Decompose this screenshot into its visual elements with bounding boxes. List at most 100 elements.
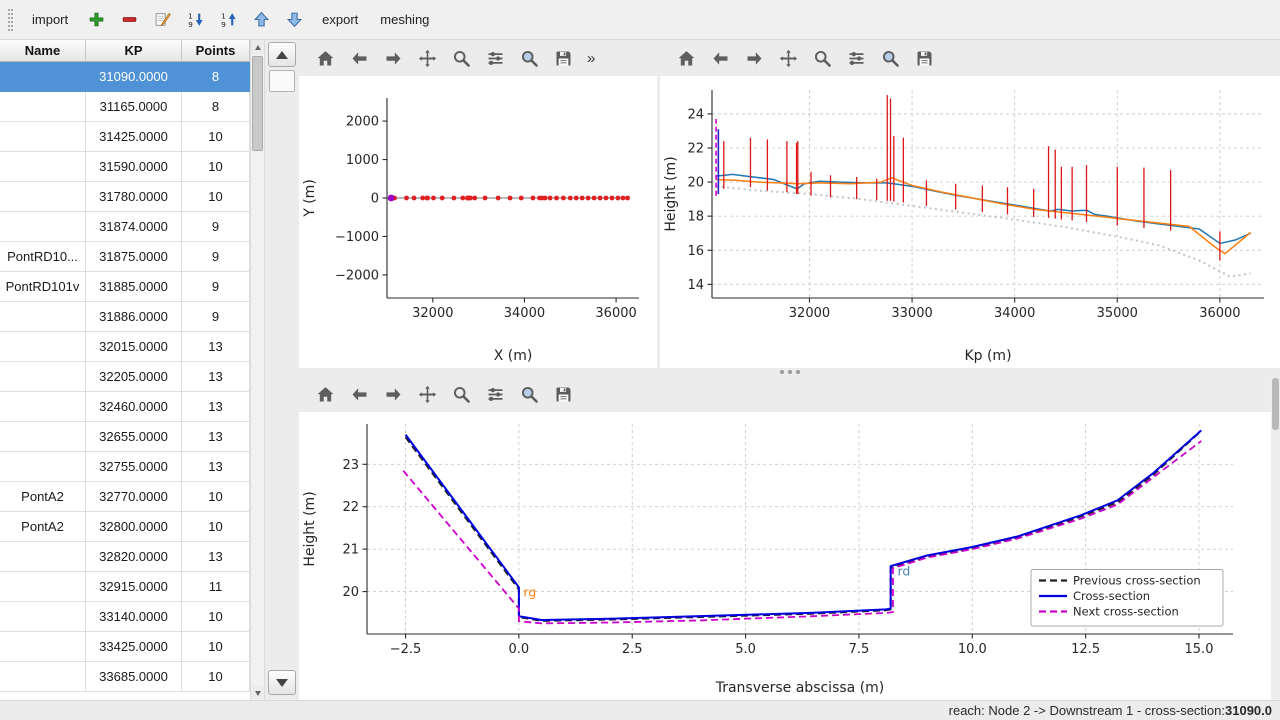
home-button[interactable]: [672, 44, 700, 72]
svg-text:Height (m): Height (m): [302, 491, 318, 566]
forward-button[interactable]: [379, 44, 407, 72]
profile-toolbar: [660, 40, 1280, 76]
previous-section-button[interactable]: [268, 42, 296, 67]
cell-points: 10: [182, 602, 250, 632]
cell-points: 13: [182, 392, 250, 422]
save-button[interactable]: [910, 44, 938, 72]
svg-text:33000: 33000: [891, 306, 932, 321]
splitter[interactable]: [299, 368, 1280, 376]
back-button[interactable]: [345, 380, 373, 408]
cell-name: [0, 62, 86, 92]
table-scrollbar[interactable]: [250, 40, 265, 700]
scrollbar-thumb[interactable]: [252, 56, 263, 151]
table-row[interactable]: 31886.0000 9: [0, 302, 250, 332]
cross-section-canvas[interactable]: −2.5 0.0 2.5 5.0 7.5 10.0 12.5 15.0 20 21 22 23 Tran…: [299, 412, 1271, 700]
table-row[interactable]: 32655.0000 13: [0, 422, 250, 452]
table-row[interactable]: 31165.0000 8: [0, 92, 250, 122]
edit-button[interactable]: [148, 6, 176, 34]
back-button[interactable]: [345, 44, 373, 72]
pan-button[interactable]: [413, 44, 441, 72]
nav-scrollbar-thumb[interactable]: [269, 70, 295, 92]
cell-name: [0, 662, 86, 692]
cell-kp: 32205.0000: [86, 362, 182, 392]
cell-kp: 31090.0000: [86, 62, 182, 92]
table-row[interactable]: 33425.0000 10: [0, 632, 250, 662]
customize-button[interactable]: [515, 380, 543, 408]
forward-button[interactable]: [379, 380, 407, 408]
table-row[interactable]: 31590.0000 10: [0, 152, 250, 182]
cell-name: [0, 212, 86, 242]
cell-name: PontRD10...: [0, 242, 86, 272]
menubar: import export meshing: [0, 0, 1280, 40]
cell-points: 13: [182, 452, 250, 482]
save-button[interactable]: [549, 44, 577, 72]
menu-import[interactable]: import: [32, 12, 69, 27]
table-row[interactable]: PontA2 32770.0000 10: [0, 482, 250, 512]
sort-descending-button[interactable]: [181, 6, 209, 34]
svg-text:1000: 1000: [346, 153, 379, 168]
table-row[interactable]: 32755.0000 13: [0, 452, 250, 482]
sort-ascending-button[interactable]: [214, 6, 242, 34]
zoom-button[interactable]: [447, 44, 475, 72]
remove-button[interactable]: [115, 6, 143, 34]
table-row[interactable]: 32460.0000 13: [0, 392, 250, 422]
table-row[interactable]: 32015.0000 13: [0, 332, 250, 362]
plan-view-canvas[interactable]: 32000 34000 36000 −2000 −1000 0 1000 2000 X (m) Y…: [299, 76, 657, 368]
bottom-area: −2.5 0.0 2.5 5.0 7.5 10.0 12.5 15.0 20 21 22 23 Tran…: [299, 376, 1280, 700]
table-row[interactable]: 32205.0000 13: [0, 362, 250, 392]
right-scrollbar[interactable]: [1271, 376, 1280, 700]
table-row[interactable]: PontRD101v 31885.0000 9: [0, 272, 250, 302]
move-down-button[interactable]: [280, 6, 308, 34]
home-button[interactable]: [311, 44, 339, 72]
pan-button[interactable]: [413, 380, 441, 408]
next-section-button[interactable]: [268, 670, 296, 695]
forward-button[interactable]: [740, 44, 768, 72]
scroll-down-button[interactable]: [251, 686, 264, 700]
back-button[interactable]: [706, 44, 734, 72]
svg-text:7.5: 7.5: [849, 642, 870, 657]
table-row[interactable]: 31780.0000 10: [0, 182, 250, 212]
plan-view-toolbar: »: [299, 40, 657, 76]
pan-button[interactable]: [774, 44, 802, 72]
customize-button[interactable]: [876, 44, 904, 72]
customize-button[interactable]: [515, 44, 543, 72]
menu-meshing[interactable]: meshing: [380, 12, 430, 27]
table-row[interactable]: 32820.0000 13: [0, 542, 250, 572]
menu-export[interactable]: export: [322, 12, 359, 27]
svg-text:34000: 34000: [994, 306, 1035, 321]
column-header-points[interactable]: Points: [182, 40, 250, 62]
move-up-button[interactable]: [247, 6, 275, 34]
table-row[interactable]: PontRD10... 31875.0000 9: [0, 242, 250, 272]
scrollbar-track[interactable]: [251, 54, 264, 686]
column-header-name[interactable]: Name: [0, 40, 86, 62]
toolbar-overflow-chevron[interactable]: »: [587, 49, 596, 67]
zoom-button[interactable]: [447, 380, 475, 408]
toolbar-grip[interactable]: [8, 8, 13, 31]
subplots-button[interactable]: [481, 380, 509, 408]
table-row[interactable]: 31090.0000 8: [0, 62, 250, 92]
table-row[interactable]: 33685.0000 10: [0, 662, 250, 692]
table-row[interactable]: 33140.0000 10: [0, 602, 250, 632]
right-scrollbar-thumb[interactable]: [1272, 378, 1279, 430]
table-row[interactable]: PontA2 32800.0000 10: [0, 512, 250, 542]
arrow-down-icon: [276, 678, 288, 687]
table-row[interactable]: 32915.0000 11: [0, 572, 250, 602]
sort-descending-icon: [186, 11, 204, 28]
subplots-button[interactable]: [842, 44, 870, 72]
cell-name: [0, 122, 86, 152]
top-plots: » 32000 34000 36000 −2000 −1000 0 1000 2000 X (m…: [299, 40, 1280, 368]
scroll-up-button[interactable]: [251, 40, 264, 54]
home-button[interactable]: [311, 380, 339, 408]
subplots-button[interactable]: [481, 44, 509, 72]
zoom-button[interactable]: [808, 44, 836, 72]
cell-kp: 32460.0000: [86, 392, 182, 422]
table-row[interactable]: 31425.0000 10: [0, 122, 250, 152]
column-header-kp[interactable]: KP: [86, 40, 182, 62]
table-row[interactable]: 31874.0000 9: [0, 212, 250, 242]
back-icon: [352, 387, 366, 401]
save-button[interactable]: [549, 380, 577, 408]
cell-kp: 31165.0000: [86, 92, 182, 122]
add-button[interactable]: [82, 6, 110, 34]
longitudinal-profile-canvas[interactable]: 32000 33000 34000 35000 36000 14 16 18 20 22 24 Kp …: [660, 76, 1280, 368]
